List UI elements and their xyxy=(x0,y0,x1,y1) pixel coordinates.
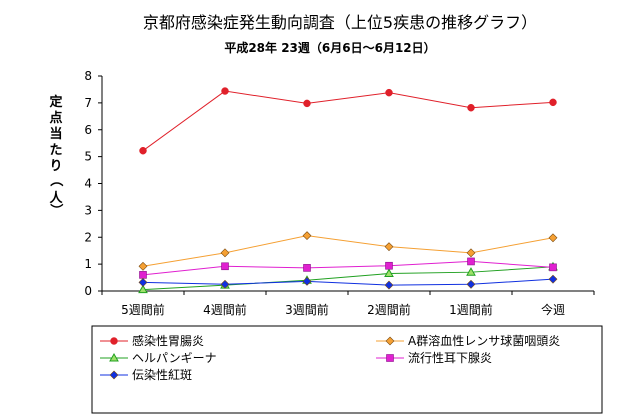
data-point xyxy=(384,280,394,290)
legend-marker xyxy=(109,352,119,362)
y-axis-label-char: 定 xyxy=(48,94,62,110)
axes xyxy=(98,75,595,295)
data-point xyxy=(302,231,312,241)
legend-label: 感染性胃腸炎 xyxy=(132,333,204,348)
data-point xyxy=(138,277,148,287)
y-axis-label-char: ） xyxy=(48,203,64,216)
legend-label: 流行性耳下腺炎 xyxy=(408,351,492,365)
series-5 xyxy=(138,274,558,290)
data-point xyxy=(221,262,229,271)
data-point xyxy=(549,98,557,107)
data-point xyxy=(466,267,476,276)
data-point xyxy=(466,248,476,258)
series-line xyxy=(142,235,554,267)
data-point xyxy=(548,233,558,243)
x-tick-label: 3週間前 xyxy=(285,302,329,317)
data-point xyxy=(138,261,148,271)
legend-marker xyxy=(386,354,394,362)
data-point xyxy=(220,279,230,289)
x-tick-labels: 5週間前 4週間前 3週間前 2週間前 1週間前 今週 xyxy=(121,302,565,317)
data-point xyxy=(385,261,393,270)
y-axis-label-char: 点 xyxy=(49,110,62,126)
y-axis-label-char: （ xyxy=(48,173,64,186)
data-point xyxy=(139,271,147,279)
chart-title: 京都府感染症発生動向調査（上位5疾患の推移グラフ） xyxy=(143,13,537,32)
legend-item: 伝染性紅斑 xyxy=(100,367,192,382)
data-point xyxy=(303,99,311,108)
data-point xyxy=(467,103,475,112)
y-tick-label: 4 xyxy=(84,177,92,191)
data-point xyxy=(303,264,311,272)
legend-item: A群溶血性レンサ球菌咽頭炎 xyxy=(376,333,560,348)
y-tick-label: 5 xyxy=(84,150,92,164)
y-tick-label: 2 xyxy=(84,230,92,244)
series-line xyxy=(142,260,554,276)
y-axis-label: 定 点 当 た り （ 人 ） xyxy=(48,94,64,217)
series-layer xyxy=(138,87,558,294)
series-4 xyxy=(139,257,557,279)
data-point xyxy=(221,87,229,95)
x-tick-label: 2週間前 xyxy=(367,302,411,317)
series-line xyxy=(142,266,554,291)
x-tick-label: 4週間前 xyxy=(203,302,247,317)
data-point xyxy=(466,279,476,289)
legend-item: ヘルパンギーナ xyxy=(100,351,217,365)
y-tick-label: 3 xyxy=(84,203,92,217)
y-axis-label-char: た xyxy=(49,143,62,158)
series-line xyxy=(142,90,554,152)
y-tick-label: 0 xyxy=(84,284,92,298)
series-line xyxy=(142,278,554,286)
legend-label: ヘルパンギーナ xyxy=(132,351,217,365)
chart-subtitle: 平成28年 23週（6月6日～6月12日） xyxy=(224,40,435,55)
y-tick-label: 7 xyxy=(84,96,92,110)
series-1 xyxy=(139,87,557,155)
data-point xyxy=(384,242,394,252)
x-tick-label: 1週間前 xyxy=(449,302,493,317)
y-axis-label-char: り xyxy=(49,159,62,174)
legend-marker xyxy=(385,336,395,346)
y-tick-label: 8 xyxy=(84,69,92,83)
data-point xyxy=(549,263,557,272)
data-point xyxy=(138,284,148,294)
x-tick-label: 今週 xyxy=(541,302,565,317)
legend-box xyxy=(91,325,603,414)
legend-marker xyxy=(110,337,118,345)
y-tick-label: 1 xyxy=(84,257,92,271)
data-point xyxy=(385,88,393,97)
data-point xyxy=(139,146,147,155)
y-tick-labels: 0 1 2 3 4 5 6 7 8 xyxy=(84,69,92,298)
y-tick-label: 6 xyxy=(84,123,92,137)
series-2 xyxy=(138,231,558,271)
y-axis-label-char: 当 xyxy=(49,126,62,142)
legend-item: 感染性胃腸炎 xyxy=(100,333,204,348)
legend-marker xyxy=(109,370,119,380)
data-point xyxy=(220,248,230,258)
legend-item: 流行性耳下腺炎 xyxy=(376,351,492,365)
data-point xyxy=(384,268,394,278)
data-point xyxy=(467,257,475,266)
y-axis-label-char: 人 xyxy=(49,190,63,206)
data-point xyxy=(548,274,558,284)
data-point xyxy=(302,276,312,286)
x-tick-label: 5週間前 xyxy=(121,302,165,317)
legend-label: 伝染性紅斑 xyxy=(132,367,192,382)
legend-label: A群溶血性レンサ球菌咽頭炎 xyxy=(408,333,560,348)
